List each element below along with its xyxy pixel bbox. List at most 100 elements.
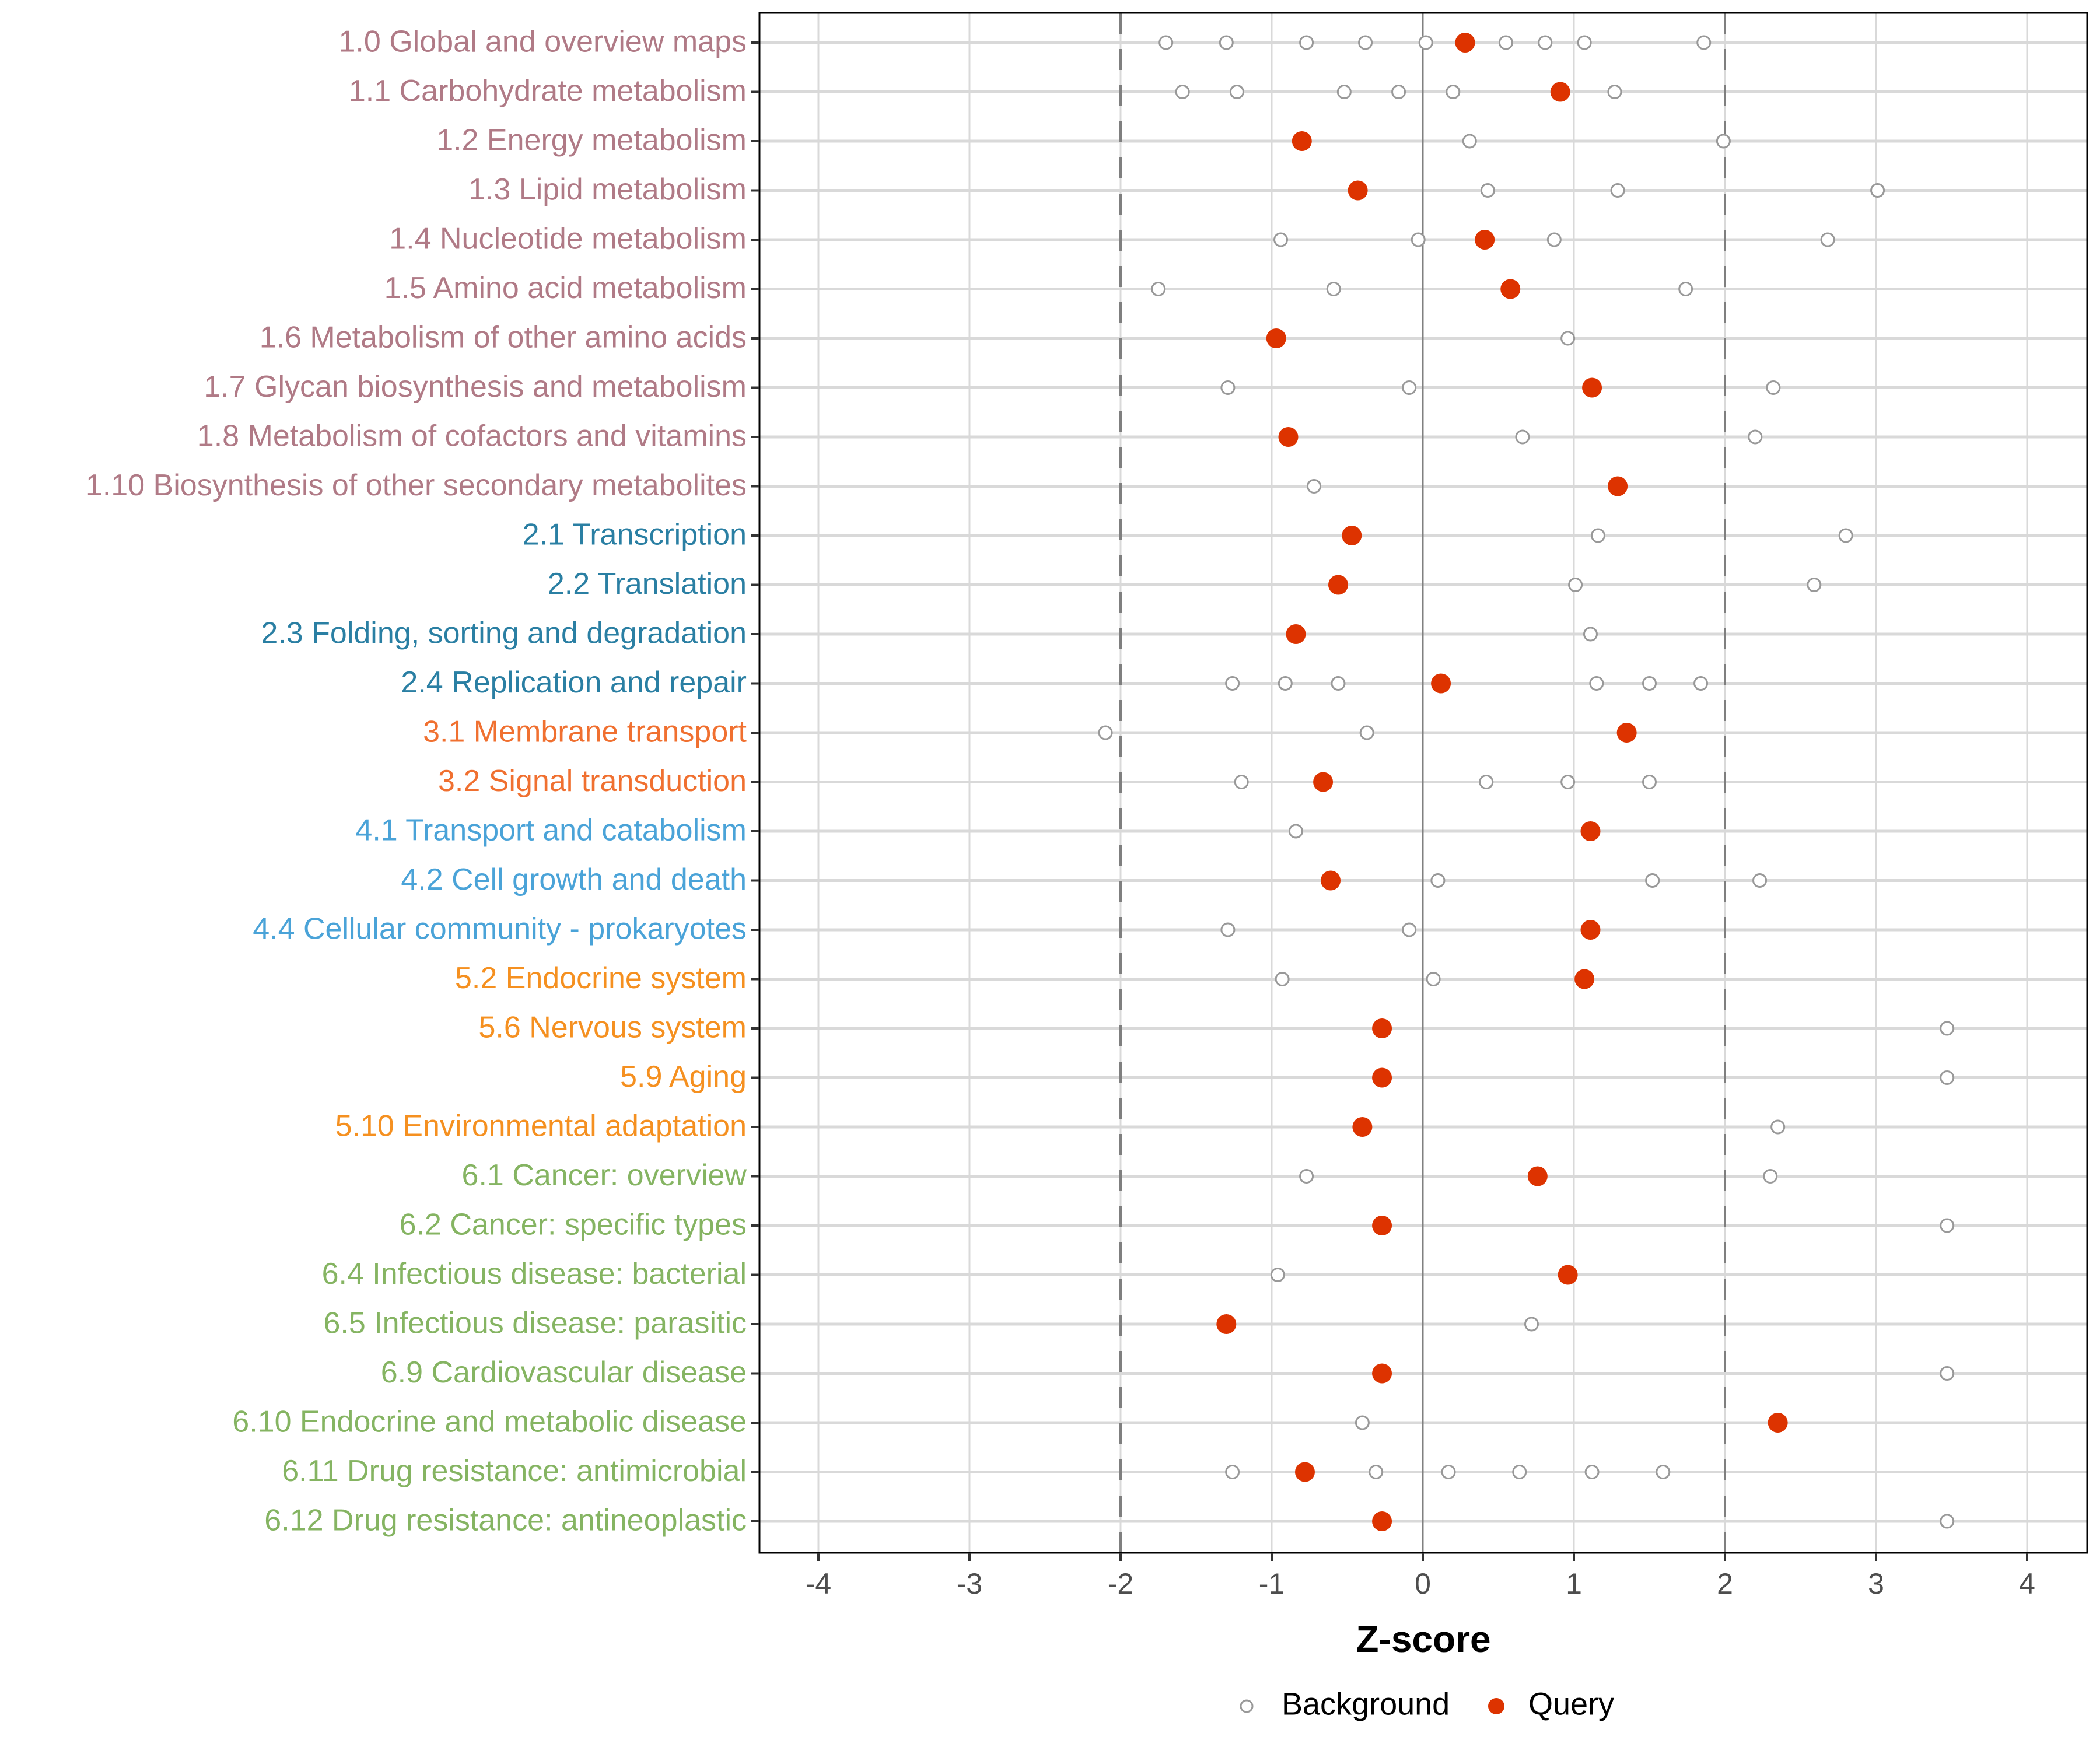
background-point: [1278, 676, 1293, 691]
background-point: [1940, 1366, 1955, 1381]
background-point: [1546, 232, 1562, 247]
query-point: [1455, 33, 1475, 52]
background-point: [1696, 35, 1712, 50]
background-point: [1359, 725, 1374, 740]
query-point: [1500, 279, 1521, 299]
background-point: [1590, 528, 1605, 543]
query-point: [1580, 821, 1601, 841]
background-point: [1441, 1465, 1456, 1479]
background-points: [1098, 35, 1955, 1529]
background-point: [1538, 35, 1553, 50]
y-axis-label: 6.10 Endocrine and metabolic disease: [232, 1405, 747, 1439]
background-point: [1678, 282, 1693, 296]
background-point: [1234, 775, 1249, 789]
y-axis-label: 1.4 Nucleotide metabolism: [389, 222, 747, 256]
query-point: [1582, 377, 1602, 398]
background-point: [1940, 1070, 1955, 1085]
background-point: [1336, 85, 1352, 99]
legend-query-label: Query: [1528, 1686, 1614, 1721]
background-point: [1220, 922, 1236, 937]
background-point: [1560, 775, 1576, 789]
background-point: [1752, 873, 1768, 888]
background-point: [1225, 1465, 1240, 1479]
background-point: [1515, 429, 1530, 444]
query-point: [1372, 1511, 1392, 1531]
y-axis-label: 5.2 Endocrine system: [455, 961, 747, 995]
x-tick-label: -2: [1108, 1567, 1133, 1600]
background-point: [1716, 134, 1731, 149]
background-point: [1577, 35, 1592, 50]
background-point: [1583, 626, 1598, 642]
background-point: [1368, 1465, 1384, 1479]
y-axis-label: 3.2 Signal transduction: [438, 764, 747, 798]
y-axis-label: 1.5 Amino acid metabolism: [384, 271, 747, 305]
background-point: [1568, 578, 1583, 592]
query-point: [1372, 1019, 1392, 1038]
background-point: [1275, 972, 1290, 986]
y-axis-label: 6.4 Infectious disease: bacterial: [322, 1257, 747, 1291]
query-point: [1313, 772, 1334, 792]
background-point: [1940, 1218, 1955, 1233]
x-tick-label: 2: [1717, 1567, 1733, 1600]
background-point: [1748, 429, 1763, 444]
background-point: [1426, 972, 1441, 986]
query-point: [1372, 1216, 1392, 1236]
y-axis-label: 2.3 Folding, sorting and degradation: [261, 617, 747, 650]
background-point: [1462, 134, 1477, 149]
query-point: [1608, 476, 1628, 496]
query-point: [1321, 870, 1341, 891]
legend: Background Query: [1240, 1686, 1614, 1721]
query-point: [1266, 328, 1286, 348]
background-point: [1584, 1465, 1600, 1479]
y-axis-label: 1.2 Energy metabolism: [436, 124, 747, 158]
y-axis-label: 1.0 Global and overview maps: [339, 25, 747, 59]
query-point: [1216, 1314, 1237, 1334]
background-point: [1402, 922, 1417, 937]
y-axis-label: 6.5 Infectious disease: parasitic: [323, 1307, 747, 1340]
background-point: [1589, 676, 1604, 691]
x-tick-label: 1: [1566, 1567, 1582, 1600]
background-point: [1430, 873, 1446, 888]
y-axis-label: 1.1 Carbohydrate metabolism: [349, 74, 747, 108]
reference-lines: [1119, 13, 1726, 1553]
y-axis-label: 5.10 Environmental adaptation: [335, 1110, 747, 1143]
y-axis-labels: 1.0 Global and overview maps 1.1 Carbohyd…: [86, 25, 760, 1538]
query-point: [1292, 131, 1312, 151]
x-tick-label: -3: [957, 1567, 982, 1600]
x-tick-label: 4: [2019, 1567, 2035, 1600]
y-axis-label: 6.2 Cancer: specific types: [400, 1208, 747, 1242]
background-point: [1560, 331, 1576, 346]
query-point: [1558, 1265, 1578, 1285]
query-point: [1574, 969, 1595, 989]
background-point: [1524, 1317, 1539, 1332]
y-axis-label: 2.2 Translation: [548, 567, 747, 601]
query-points: [1216, 33, 1788, 1531]
background-point: [1446, 85, 1461, 99]
background-point: [1175, 85, 1190, 99]
background-point: [1273, 232, 1289, 247]
background-point: [1225, 676, 1240, 691]
legend-background-marker: [1240, 1699, 1254, 1713]
background-point: [1299, 1169, 1314, 1184]
y-axis-label: 6.1 Cancer: overview: [462, 1158, 747, 1192]
background-point: [1391, 85, 1406, 99]
background-point: [1512, 1465, 1527, 1479]
query-point: [1527, 1166, 1548, 1186]
background-point: [1763, 1169, 1778, 1184]
background-point: [1098, 725, 1113, 740]
query-point: [1550, 82, 1570, 102]
y-axis-label: 1.3 Lipid metabolism: [468, 173, 747, 206]
x-tick-label: 3: [1868, 1567, 1884, 1600]
y-axis-label: 5.6 Nervous system: [479, 1011, 747, 1045]
y-axis-label: 4.2 Cell growth and death: [401, 863, 747, 897]
query-point: [1616, 723, 1637, 743]
query-point: [1372, 1363, 1392, 1384]
background-point: [1299, 35, 1314, 50]
query-point: [1431, 673, 1451, 694]
query-point: [1348, 180, 1368, 201]
x-axis-ticks: -4 -3 -2 -1 0 1 2 3 4: [806, 1553, 2035, 1600]
background-point: [1331, 676, 1346, 691]
background-point: [1642, 775, 1657, 789]
background-point: [1940, 1514, 1955, 1529]
background-point: [1229, 85, 1244, 99]
